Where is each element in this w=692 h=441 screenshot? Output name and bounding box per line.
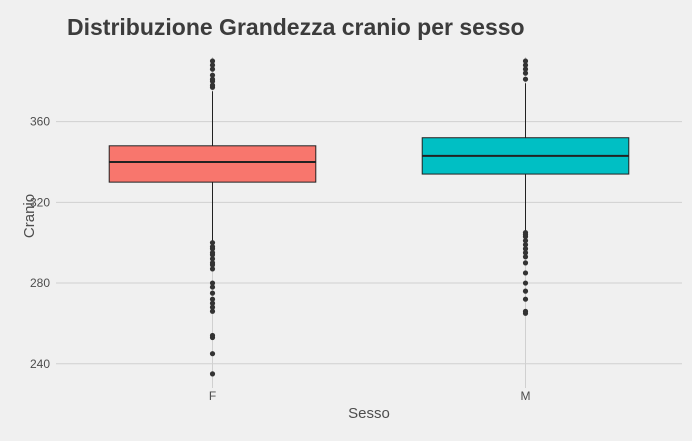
- outlier-point: [209, 300, 216, 306]
- outlier-point: [522, 229, 529, 236]
- x-tick-label: F: [209, 389, 216, 403]
- y-tick-label: 360: [30, 115, 50, 129]
- outlier-point: [209, 266, 216, 272]
- outlier-point: [522, 254, 529, 260]
- y-tick-label: 280: [30, 276, 50, 290]
- x-axis-title: Sesso: [348, 405, 390, 422]
- outlier-point: [209, 72, 216, 78]
- outlier-point: [209, 58, 216, 64]
- outlier-point: [209, 351, 216, 357]
- outlier-point: [209, 244, 216, 250]
- iqr-box: [108, 145, 317, 183]
- outlier-point: [522, 58, 529, 64]
- outlier-point: [209, 62, 216, 68]
- outlier-point: [209, 296, 216, 302]
- outlier-point: [209, 260, 216, 266]
- outlier-point: [522, 250, 529, 256]
- box-m: [421, 58, 630, 316]
- y-axis-title: Cranio: [21, 194, 38, 238]
- outlier-point: [209, 304, 216, 310]
- tick-labels: 240 280 320 360 F M: [30, 115, 531, 403]
- outlier-point: [522, 242, 529, 248]
- outlier-point: [209, 82, 216, 88]
- outlier-point: [209, 256, 216, 262]
- x-tick-label: M: [521, 389, 531, 403]
- outlier-point: [209, 280, 216, 286]
- box-f: [108, 58, 317, 377]
- outlier-point: [209, 290, 216, 296]
- outlier-point: [522, 260, 529, 266]
- outlier-point: [522, 238, 529, 244]
- outlier-point: [522, 280, 529, 286]
- outlier-point: [209, 308, 216, 314]
- y-tick-label: 240: [30, 357, 50, 371]
- grid-lines: [56, 57, 682, 388]
- chart-title: Distribuzione Grandezza cranio per sesso: [67, 14, 525, 40]
- outlier-point: [522, 76, 529, 82]
- outlier-point: [522, 288, 529, 294]
- outlier-point: [522, 70, 529, 76]
- boxes: [108, 58, 630, 377]
- outlier-point: [522, 246, 529, 252]
- outlier-point: [522, 270, 529, 276]
- outlier-point: [522, 296, 529, 302]
- outlier-point: [209, 66, 216, 72]
- outlier-point: [209, 250, 216, 256]
- outlier-point: [522, 62, 529, 68]
- outlier-point: [209, 240, 216, 246]
- outlier-point: [209, 371, 216, 377]
- outlier-point: [522, 66, 529, 72]
- y-tick-label: 320: [30, 195, 50, 209]
- outlier-point: [209, 76, 216, 82]
- outlier-point: [209, 284, 216, 290]
- outlier-point: [209, 332, 216, 339]
- outlier-point: [522, 308, 529, 314]
